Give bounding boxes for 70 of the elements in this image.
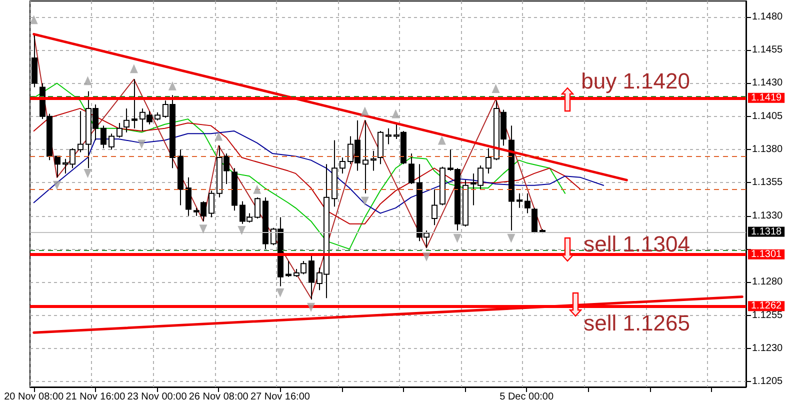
- candlestick: [186, 176, 192, 216]
- point: [238, 226, 246, 235]
- point: [507, 234, 516, 243]
- candlestick: [132, 78, 138, 129]
- candlestick: [54, 156, 60, 178]
- candlestick: [124, 108, 130, 133]
- candlestick: [100, 125, 106, 149]
- point: [214, 132, 223, 141]
- point: [30, 15, 38, 24]
- point: [492, 84, 500, 94]
- candlestick: [78, 110, 84, 153]
- point: [168, 81, 176, 90]
- candlestick: [408, 153, 414, 185]
- candlestick: [308, 255, 314, 300]
- point: [453, 234, 462, 243]
- annotation: buy 1.1420: [581, 68, 690, 94]
- candlestick: [286, 260, 292, 278]
- point: [138, 140, 146, 149]
- y-tick-label: 1.1430: [752, 78, 784, 89]
- point: [422, 252, 430, 262]
- point: [307, 302, 316, 312]
- candlestick: [208, 190, 214, 218]
- x-tick-label: 26 Nov 08:00: [188, 392, 249, 402]
- y-tick-label: 1.1255: [752, 310, 784, 321]
- ref-line-label: 1.1318: [751, 226, 782, 238]
- x-tick-label: 5 Dec 00:00: [500, 392, 554, 402]
- candlestick: [524, 192, 530, 214]
- point: [392, 109, 400, 118]
- x-tick-label: 21 Nov 16:00: [66, 392, 126, 402]
- candlestick: [116, 122, 122, 138]
- annotation: sell 1.1304: [584, 232, 690, 256]
- y-tick-label: 1.1480: [752, 11, 784, 22]
- line-series: [33, 82, 566, 250]
- candlestick: [254, 196, 260, 220]
- candlestick: [340, 157, 346, 174]
- candlestick: [486, 148, 492, 174]
- x-tick-label: 27 Nov 16:00: [250, 392, 310, 402]
- x-tick-label: 23 Nov 00:00: [127, 392, 188, 402]
- point: [84, 76, 92, 86]
- annotation: sell 1.1265: [584, 310, 690, 336]
- line-series: [33, 130, 604, 214]
- y-tick-label: 1.1230: [752, 343, 784, 354]
- candlestick: [532, 207, 538, 234]
- y-tick-label: 1.1205: [752, 376, 784, 388]
- point: [276, 288, 284, 298]
- y-tick-label: 1.1455: [752, 44, 784, 56]
- x-tick-label: 20 Nov 08:00: [4, 392, 64, 402]
- y-tick-label: 1.1355: [752, 177, 784, 188]
- point: [438, 136, 446, 145]
- ref-line-label: 1.1419: [751, 92, 782, 104]
- point: [130, 64, 138, 74]
- candlestick: [362, 120, 368, 194]
- candlestick: [386, 128, 392, 145]
- candlestick: [108, 133, 114, 150]
- point: [84, 168, 92, 178]
- y-tick-label: 1.1380: [752, 144, 784, 156]
- point: [360, 106, 369, 116]
- line-series: [33, 108, 581, 224]
- y-tick-label: 1.1405: [752, 110, 784, 122]
- point: [199, 224, 208, 234]
- point: [253, 184, 262, 194]
- candlestick: [432, 188, 438, 226]
- candlestick: [370, 150, 376, 172]
- y-tick-label: 1.1280: [752, 276, 784, 288]
- y-tick-label: 1.1330: [752, 210, 784, 222]
- point: [360, 196, 369, 206]
- ref-line-label: 1.1301: [751, 248, 782, 260]
- ref-line-label: 1.1262: [751, 300, 782, 312]
- point: [52, 180, 61, 190]
- candlestick: [516, 192, 522, 208]
